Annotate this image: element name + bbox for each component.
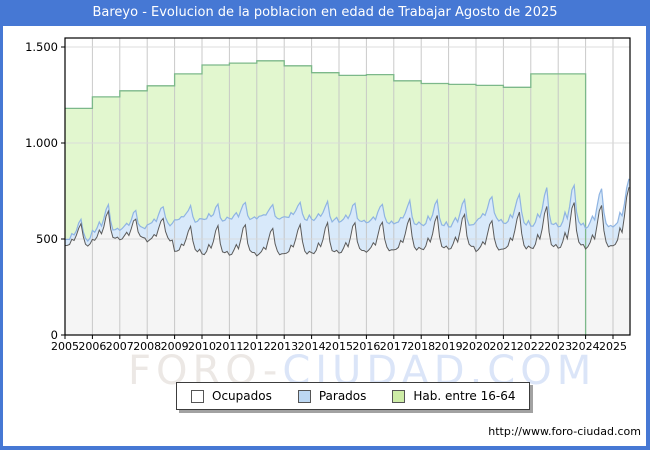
svg-text:2012: 2012	[243, 340, 271, 353]
svg-text:2009: 2009	[161, 340, 189, 353]
svg-text:2018: 2018	[407, 340, 435, 353]
svg-text:2008: 2008	[133, 340, 161, 353]
svg-text:2025: 2025	[599, 340, 627, 353]
svg-text:500: 500	[36, 232, 58, 246]
website-url[interactable]: http://www.foro-ciudad.com	[488, 425, 641, 438]
legend-label-hab-16-64: Hab. entre 16-64	[413, 389, 516, 403]
frame-border-left	[0, 0, 3, 450]
legend-item-hab-16-64: Hab. entre 16-64	[392, 389, 515, 403]
hab-16-64-swatch	[392, 389, 406, 403]
svg-text:2021: 2021	[489, 340, 517, 353]
frame-border-right	[646, 0, 650, 450]
chart-title: Bareyo - Evolucion de la poblacion en ed…	[0, 0, 650, 26]
svg-text:2011: 2011	[215, 340, 243, 353]
legend-item-ocupados: Ocupados	[191, 389, 272, 403]
svg-text:2014: 2014	[298, 340, 326, 353]
svg-text:2015: 2015	[325, 340, 353, 353]
svg-text:1.000: 1.000	[25, 136, 58, 150]
legend-label-parados: Parados	[318, 389, 367, 403]
svg-text:2022: 2022	[517, 340, 545, 353]
parados-swatch	[297, 389, 311, 403]
svg-text:2016: 2016	[352, 340, 380, 353]
svg-text:2019: 2019	[435, 340, 463, 353]
svg-text:2023: 2023	[544, 340, 572, 353]
chart-legend: Ocupados Parados Hab. entre 16-64	[176, 382, 531, 410]
svg-text:2007: 2007	[106, 340, 134, 353]
svg-text:2013: 2013	[270, 340, 298, 353]
legend-item-parados: Parados	[297, 389, 367, 403]
svg-text:2024: 2024	[572, 340, 600, 353]
svg-text:0: 0	[51, 328, 58, 342]
svg-text:2005: 2005	[51, 340, 79, 353]
svg-text:2006: 2006	[78, 340, 106, 353]
ocupados-swatch	[191, 389, 204, 403]
svg-text:2017: 2017	[380, 340, 408, 353]
frame-border-bottom	[0, 446, 650, 450]
svg-text:1.500: 1.500	[25, 40, 58, 54]
svg-text:2020: 2020	[462, 340, 490, 353]
legend-label-ocupados: Ocupados	[212, 389, 272, 403]
svg-text:2010: 2010	[188, 340, 216, 353]
